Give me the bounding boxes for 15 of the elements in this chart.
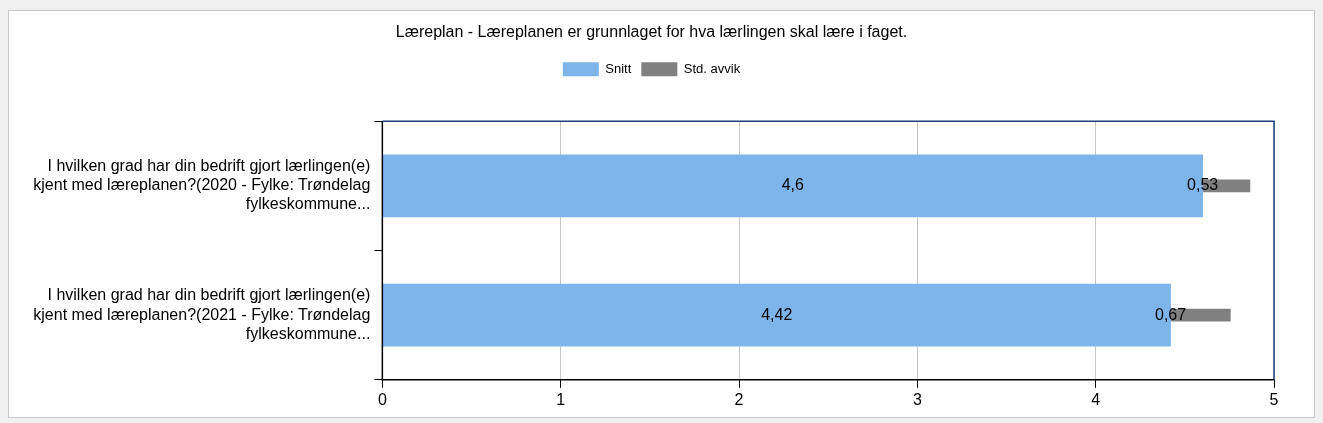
data-label: 0,67 (1155, 305, 1187, 323)
x-tick-label: 4 (1091, 390, 1101, 408)
x-tick-label: 5 (1269, 390, 1279, 408)
legend-label: Snitt (605, 60, 632, 76)
y-tick-label: I hvilken grad har din bedrift gjort lærlingen(e) kjent med læreplanen?(2021 - Fylke: Trøndelag fylkeskommune... (33, 286, 371, 342)
data-label: 0,53 (1187, 176, 1219, 194)
chart-title: Læreplan - Læreplanen er grunnlaget for hva lærlingen skal lære i faget. (395, 23, 908, 41)
x-tick-label: 1 (556, 390, 566, 408)
data-label: 4,42 (761, 305, 793, 323)
y-tick-label: I hvilken grad har din bedrift gjort lærlingen(e) kjent med læreplanen?(2020 - Fylke: Trøndelag fylkeskommune... (33, 157, 371, 213)
data-label: 4,6 (781, 176, 804, 194)
x-tick-label: 3 (912, 390, 922, 408)
x-tick-label: 2 (734, 390, 744, 408)
x-tick-label: 0 (377, 390, 387, 408)
legend-label: Std. avvik (683, 60, 741, 76)
